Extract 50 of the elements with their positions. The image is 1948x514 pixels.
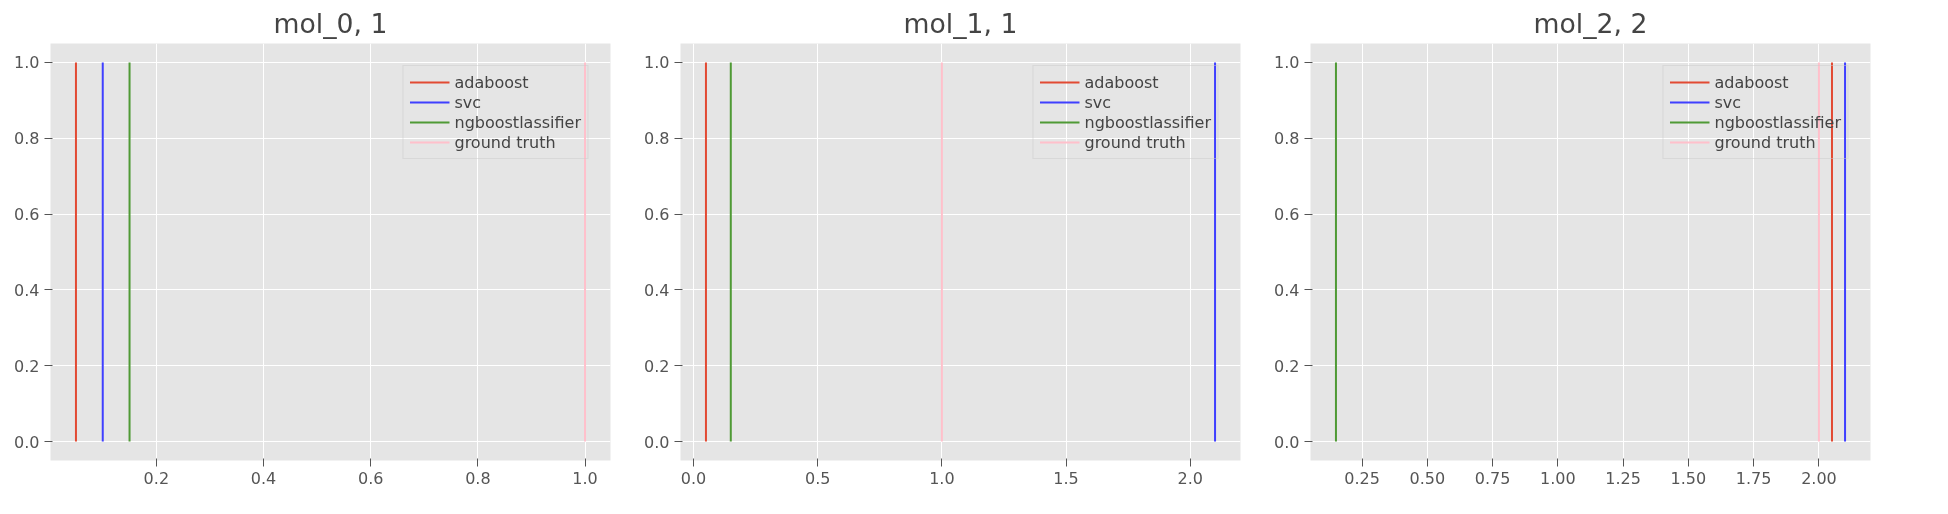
legend-label: svc	[1084, 92, 1112, 112]
x-tick-label: 0.0	[680, 468, 707, 488]
x-tick-label: 0.6	[357, 468, 384, 488]
chart-title: mol_2, 2	[1533, 7, 1648, 39]
y-tick-label: 0.2	[1274, 356, 1300, 376]
x-tick-label: 0.50	[1409, 468, 1446, 488]
y-tick-label: 0.2	[14, 356, 40, 376]
y-tick-label: 1.0	[1274, 53, 1300, 73]
x-tick-label: 2.00	[1801, 468, 1837, 488]
x-tick-label: 0.5	[804, 468, 831, 488]
x-tick-label: 2.0	[1177, 468, 1203, 488]
x-tick-label: 1.00	[1540, 468, 1576, 488]
x-tick-label: 1.25	[1605, 468, 1641, 488]
x-tick-label: 0.75	[1474, 468, 1511, 488]
x-tick-label: 1.50	[1670, 468, 1707, 488]
legend-label: ngboostlassifier	[1084, 112, 1211, 132]
y-tick-label: 0.4	[644, 280, 670, 300]
chart-title: mol_1, 1	[903, 7, 1018, 39]
y-tick-label: 0.0	[14, 432, 40, 452]
legend-label: ngboostlassifier	[454, 112, 581, 132]
legend-label: ground truth	[1084, 132, 1186, 152]
x-tick-label: 1.0	[929, 468, 955, 488]
x-tick-label: 1.75	[1735, 468, 1772, 488]
legend-label: ground truth	[454, 132, 556, 152]
y-tick-label: 0.0	[644, 432, 670, 452]
legend-label: adaboost	[1714, 72, 1789, 92]
y-tick-label: 0.6	[1274, 205, 1300, 225]
y-tick-label: 0.8	[644, 129, 670, 149]
x-tick-label: 0.2	[143, 468, 170, 488]
legend-label: adaboost	[1084, 72, 1159, 92]
y-tick-label: 0.4	[14, 280, 40, 300]
y-tick-label: 0.2	[644, 356, 670, 376]
y-tick-label: 1.0	[14, 53, 40, 73]
x-tick-label: 0.25	[1344, 468, 1380, 488]
y-tick-label: 0.8	[14, 129, 40, 149]
legend-label: ground truth	[1714, 132, 1816, 152]
legend-label: svc	[1714, 92, 1742, 112]
y-tick-label: 1.0	[644, 53, 670, 73]
legend-label: adaboost	[454, 72, 529, 92]
y-tick-label: 0.6	[644, 205, 670, 225]
y-tick-label: 0.8	[1274, 129, 1300, 149]
x-tick-label: 1.5	[1053, 468, 1079, 488]
x-tick-label: 0.8	[465, 468, 491, 488]
y-tick-label: 0.6	[14, 205, 40, 225]
y-tick-label: 0.4	[1274, 280, 1300, 300]
x-tick-label: 1.0	[572, 468, 598, 488]
y-tick-label: 0.0	[1274, 432, 1300, 452]
x-tick-label: 0.4	[250, 468, 277, 488]
chart-title: mol_0, 1	[273, 7, 388, 39]
legend-label: svc	[454, 92, 482, 112]
